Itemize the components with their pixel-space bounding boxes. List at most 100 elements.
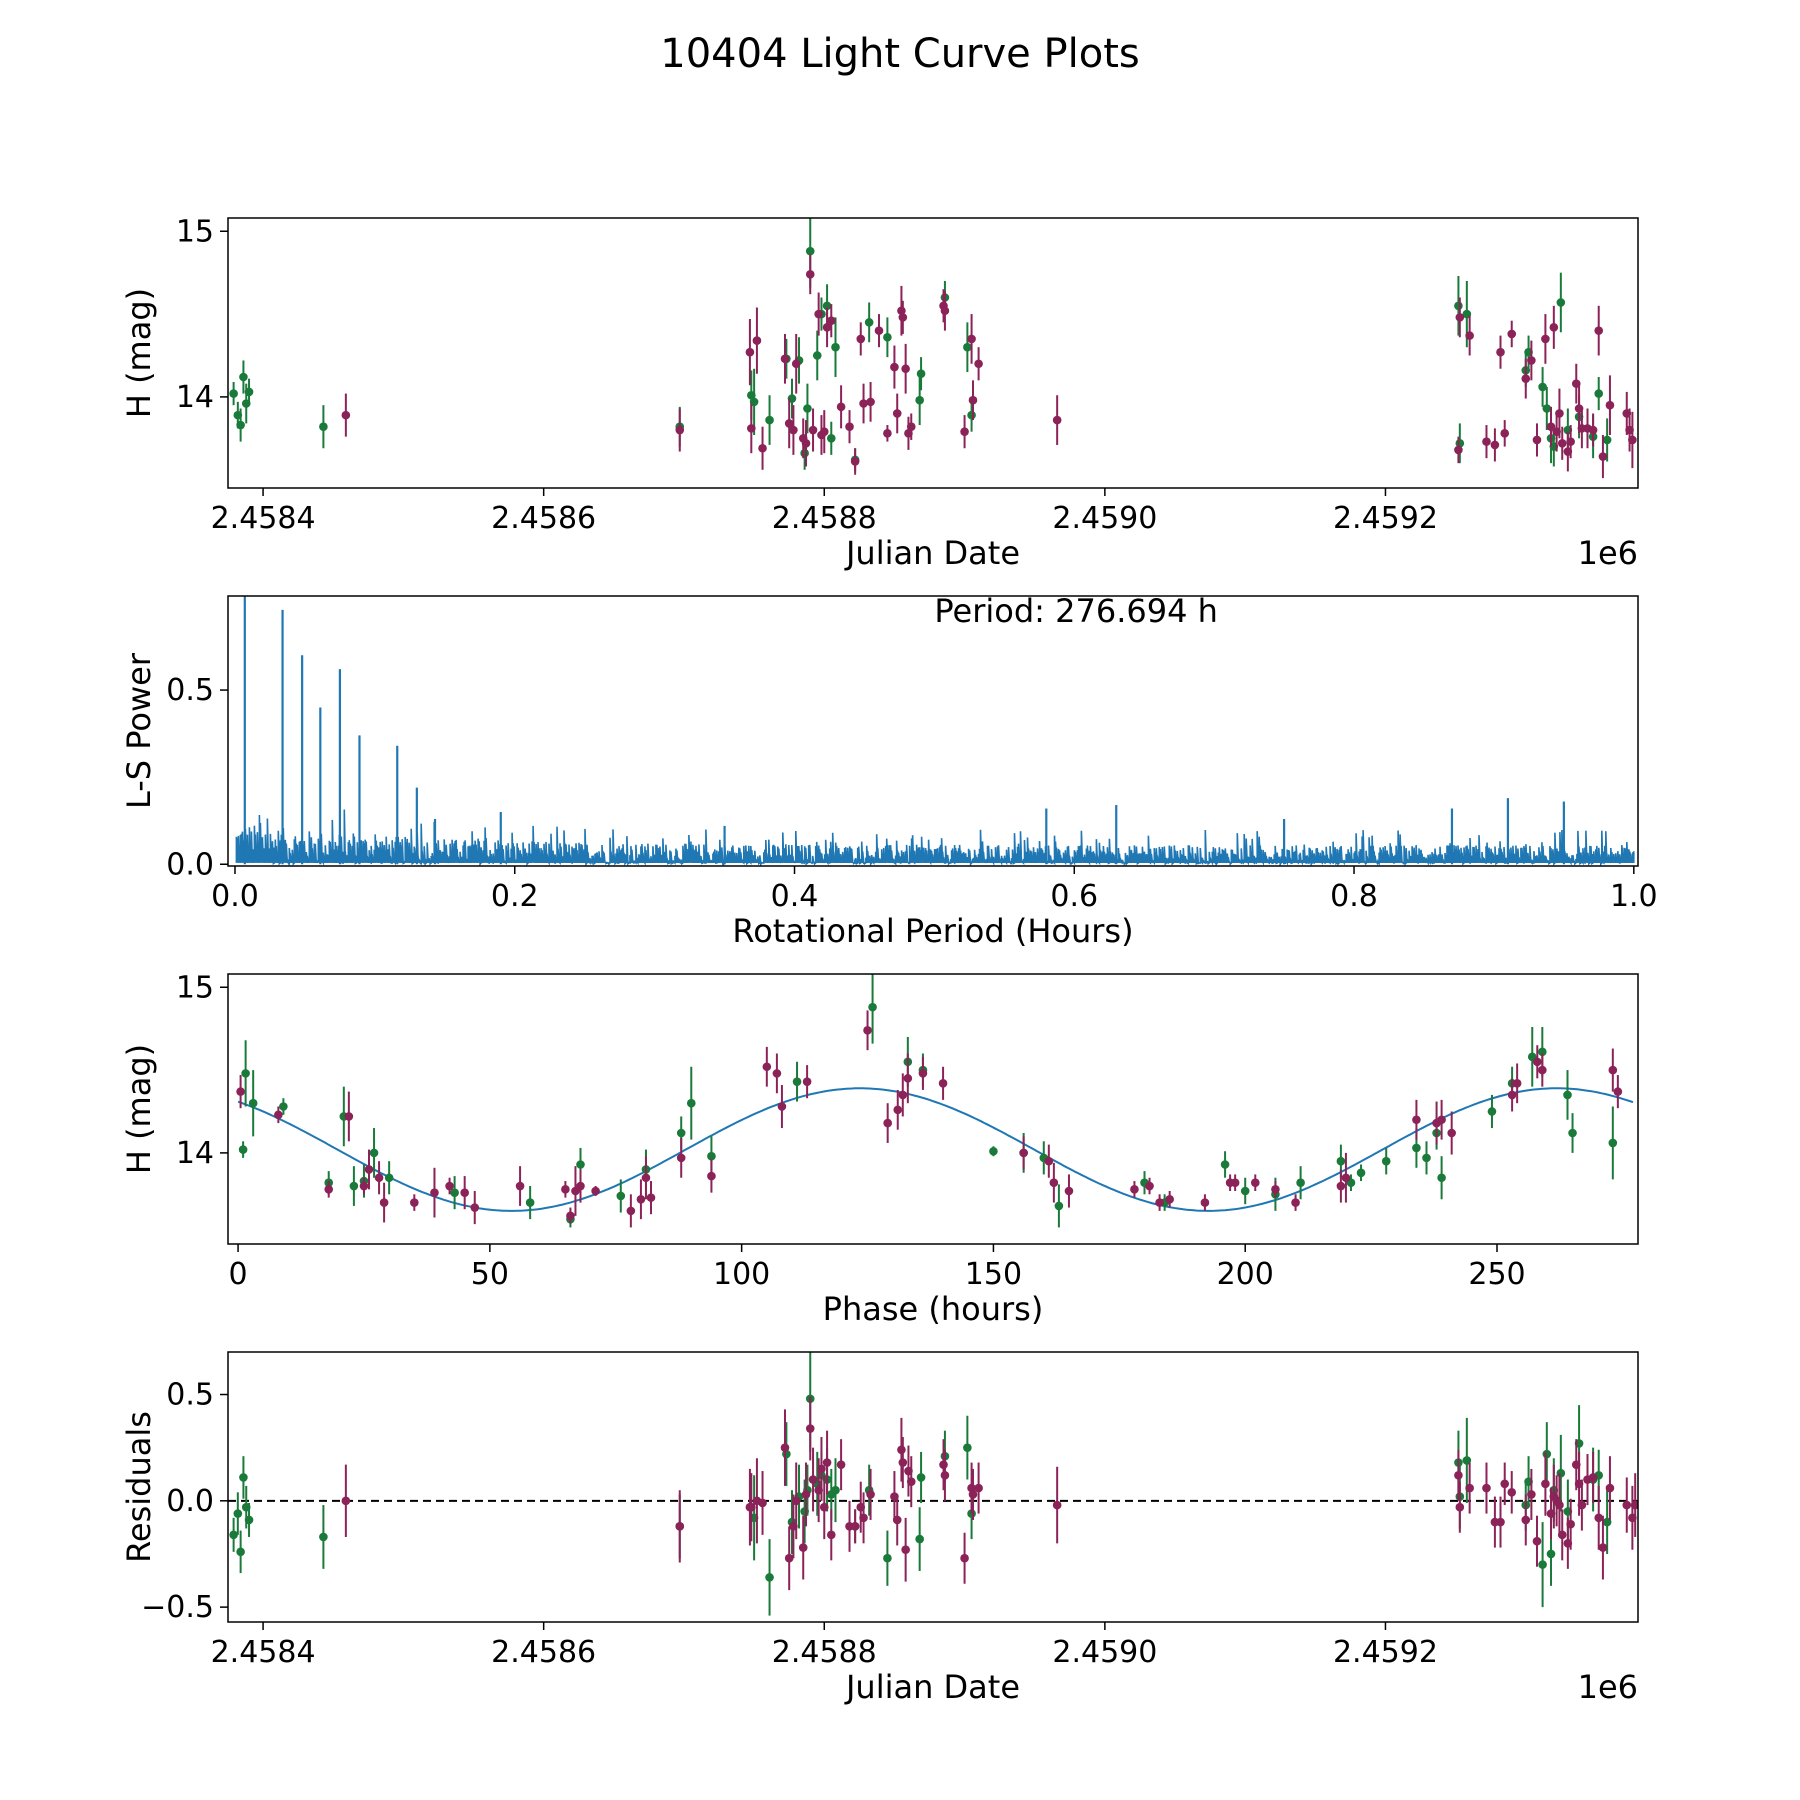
data-point [1527, 1490, 1536, 1499]
data-point [1588, 1473, 1598, 1482]
data-point [1291, 1198, 1300, 1207]
data-point [384, 1173, 394, 1183]
data-point [1437, 1115, 1446, 1125]
data-point [1507, 329, 1517, 339]
data-point [1542, 404, 1552, 413]
data-point [800, 448, 809, 458]
data-point [1613, 1087, 1623, 1096]
data-point [808, 1475, 818, 1484]
data-point [676, 1153, 686, 1163]
data-point [826, 316, 836, 325]
figure-title: 10404 Light Curve Plots [660, 31, 1139, 77]
data-point [324, 1185, 334, 1194]
data-point [641, 1173, 651, 1183]
data-point [812, 351, 822, 360]
x-tick-label: 0.4 [771, 879, 819, 914]
data-point [236, 1087, 245, 1096]
data-point [1412, 1115, 1421, 1125]
data-point [822, 323, 832, 332]
data-point [1512, 1079, 1522, 1088]
data-point [801, 1490, 811, 1499]
data-point [1455, 313, 1465, 322]
plot-area-ls [235, 596, 1635, 866]
data-point [626, 1206, 636, 1216]
data-point [1555, 409, 1564, 418]
data-point [1052, 415, 1062, 425]
x-axis-label: Rotational Period (Hours) [732, 912, 1133, 950]
data-point [1500, 1479, 1510, 1489]
y-axis-label: H (mag) [120, 1044, 158, 1174]
x-tick-label: 0.8 [1330, 879, 1378, 914]
axes-frame [227, 973, 1639, 1245]
data-point [1482, 1483, 1491, 1493]
data-point [1538, 1560, 1547, 1569]
data-point [1052, 1500, 1062, 1510]
data-point [1608, 1065, 1618, 1075]
data-point [1527, 356, 1536, 365]
data-point [1622, 1500, 1632, 1510]
data-point [1628, 435, 1637, 445]
y-tick-label: 0.5 [166, 1378, 214, 1413]
data-point [1336, 1156, 1346, 1166]
data-point [1538, 382, 1547, 392]
data-point [906, 1477, 916, 1486]
data-point [369, 1148, 379, 1158]
data-point [747, 1502, 756, 1512]
data-point [470, 1203, 480, 1212]
data-point [349, 1181, 359, 1191]
data-point [792, 1077, 802, 1086]
data-point [1566, 437, 1575, 446]
data-point [460, 1188, 469, 1197]
data-point [801, 438, 811, 448]
data-point [940, 1471, 950, 1480]
data-point [1594, 326, 1604, 335]
data-point [1054, 1201, 1064, 1211]
x-tick-label: 50 [471, 1257, 509, 1292]
data-point [826, 434, 836, 443]
data-point [1455, 1502, 1465, 1512]
data-point [675, 1522, 685, 1531]
data-point [616, 1191, 626, 1201]
axes-frame [227, 217, 1639, 489]
data-point [1546, 1549, 1556, 1559]
data-point [805, 246, 815, 256]
data-point [561, 1185, 570, 1194]
y-tick-label: −0.5 [141, 1590, 214, 1625]
data-point [1496, 347, 1505, 357]
x-tick-label: 2.4586 [491, 1635, 596, 1670]
x-tick-label: 2.4588 [772, 501, 877, 536]
data-point [1482, 437, 1491, 446]
data-point [445, 1181, 454, 1191]
series-green [229, 218, 1612, 472]
x-axis-label: Julian Date [844, 534, 1020, 572]
data-point [1541, 334, 1550, 344]
data-point [859, 1513, 868, 1523]
axes-frame [227, 1351, 1639, 1623]
data-point [1130, 1185, 1139, 1194]
data-point [1566, 1519, 1575, 1529]
y-tick-label: 14 [176, 380, 214, 415]
data-point [817, 1464, 826, 1474]
data-point [236, 420, 245, 430]
data-point [916, 1473, 926, 1482]
data-point [1563, 1090, 1572, 1100]
data-point [576, 1160, 585, 1169]
data-point [863, 1026, 872, 1035]
data-point [1230, 1178, 1240, 1188]
data-point [1602, 435, 1612, 445]
data-point [1487, 1107, 1497, 1116]
data-point [1594, 389, 1604, 398]
y-tick-label: 0.0 [166, 847, 214, 882]
data-point [777, 1102, 787, 1111]
data-point [1044, 1156, 1054, 1166]
data-point [236, 1547, 245, 1557]
data-point [831, 1485, 840, 1495]
data-point [1412, 1143, 1421, 1153]
data-point [1500, 429, 1510, 438]
data-point [1336, 1181, 1346, 1191]
data-point [1542, 1449, 1552, 1459]
data-point [1341, 1173, 1351, 1183]
data-point [1507, 1090, 1517, 1100]
data-point [1049, 1178, 1059, 1188]
data-point [1532, 435, 1542, 445]
